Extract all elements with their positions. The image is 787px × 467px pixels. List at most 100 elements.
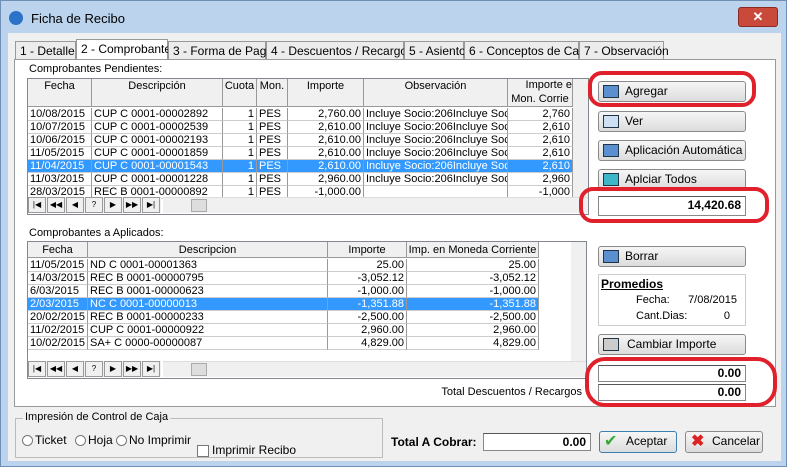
aplicacion-automatica-button[interactable]: Aplicación Automática xyxy=(598,140,746,161)
table-cell: 11/03/2015 xyxy=(28,173,92,186)
radio-no-imprimir[interactable]: No Imprimir xyxy=(116,433,191,447)
pendientes-grid[interactable]: Fecha Descripción Cuota Mon. Importe Observac… xyxy=(27,78,589,215)
first-record-button[interactable]: |◀ xyxy=(28,197,46,213)
column-header[interactable]: Importe xyxy=(288,79,364,107)
table-cell: 25.00 xyxy=(328,259,407,272)
promedios-box: Promedios Fecha: 7/08/2015 Cant.Dias: 0 xyxy=(598,274,746,326)
aplicados-grid[interactable]: Fecha Descripcion Importe Imp. en Moneda Co… xyxy=(27,241,587,379)
table-cell: 4,829.00 xyxy=(407,337,539,350)
column-header[interactable]: Descripción xyxy=(92,79,223,107)
table-cell: PES xyxy=(257,108,288,121)
total-descuentos-field: 0.00 xyxy=(598,384,746,401)
highlight-ring xyxy=(579,187,769,223)
table-cell: PES xyxy=(257,134,288,147)
aplicar-todos-button[interactable]: Aplciar Todos xyxy=(598,169,746,190)
radio-no-imprimir-label: No Imprimir xyxy=(129,433,191,447)
column-header[interactable]: Mon. Corrie xyxy=(508,93,573,107)
table-cell: CUP C 0001-00002193 xyxy=(92,134,223,147)
prev-record-button[interactable]: ◀ xyxy=(66,361,84,377)
table-cell: 4,829.00 xyxy=(328,337,407,350)
scrollbar-thumb[interactable] xyxy=(191,363,207,376)
prev-record-button[interactable]: ◀ xyxy=(66,197,84,213)
table-cell: 1 xyxy=(223,173,257,186)
table-cell: PES xyxy=(257,147,288,160)
ver-button[interactable]: Ver xyxy=(598,111,746,132)
table-cell: PES xyxy=(257,173,288,186)
column-header[interactable]: Importe xyxy=(328,242,407,258)
column-header[interactable]: Observación xyxy=(364,79,508,107)
fecha-value: 7/08/2015 xyxy=(688,294,737,306)
tab-6[interactable]: 6 - Conceptos de Caja xyxy=(464,41,588,60)
prev-page-record-button[interactable]: ◀◀ xyxy=(47,361,65,377)
monitor-icon xyxy=(603,338,619,351)
close-button[interactable]: ✕ xyxy=(738,7,778,27)
column-header[interactable]: Imp. en Moneda Corriente xyxy=(407,242,539,258)
aplicar-todos-label: Aplciar Todos xyxy=(625,172,697,186)
column-header[interactable]: Fecha xyxy=(28,79,92,107)
tab-7[interactable]: 7 - Observación xyxy=(579,41,669,60)
pendientes-label: Comprobantes Pendientes: xyxy=(29,63,163,75)
info-record-button[interactable]: ? xyxy=(85,197,103,213)
vertical-scrollbar[interactable] xyxy=(571,242,586,361)
radio-hoja[interactable]: Hoja xyxy=(75,433,113,447)
total-cobrar-label: Total A Cobrar: xyxy=(391,435,477,449)
first-record-button[interactable]: |◀ xyxy=(28,361,46,377)
aceptar-button[interactable]: ✔ Aceptar xyxy=(599,431,677,453)
table-cell: 11/02/2015 xyxy=(28,324,88,337)
tab-4[interactable]: 4 - Descuentos / Recargos xyxy=(266,41,413,60)
imprimir-recibo-checkbox[interactable]: Imprimir Recibo xyxy=(197,443,296,457)
total-cobrar-field[interactable]: 0.00 xyxy=(483,433,591,451)
table-cell: -3,052.12 xyxy=(407,272,539,285)
impresion-label: Impresión de Control de Caja xyxy=(23,411,171,423)
table-cell: 2,610 xyxy=(508,121,573,134)
impresion-group xyxy=(15,418,383,458)
horizontal-scrollbar[interactable] xyxy=(163,361,586,377)
table-cell: 2,760 xyxy=(508,108,573,121)
table-cell: 2,610.00 xyxy=(288,160,364,173)
column-header[interactable]: Cuota xyxy=(223,79,257,107)
table-cell: 2/03/2015 xyxy=(28,298,88,311)
next-page-record-button[interactable]: ▶▶ xyxy=(123,197,141,213)
next-page-record-button[interactable]: ▶▶ xyxy=(123,361,141,377)
radio-ticket[interactable]: Ticket xyxy=(22,433,67,447)
tab-2[interactable]: 2 - Comprobantes xyxy=(76,39,177,60)
aplicacion-label: Aplicación Automática xyxy=(625,143,743,157)
table-cell: -1,351.88 xyxy=(407,298,539,311)
table-cell: 2,610 xyxy=(508,160,573,173)
column-header[interactable]: Fecha xyxy=(28,242,88,258)
table-cell: -1,351.88 xyxy=(328,298,407,311)
tab-1[interactable]: 1 - Detalle xyxy=(15,41,76,60)
last-record-button[interactable]: ▶| xyxy=(142,197,160,213)
table-cell: -3,052.12 xyxy=(328,272,407,285)
aplicados-label: Comprobantes a Aplicados: xyxy=(29,227,164,239)
column-header[interactable]: Mon. xyxy=(257,79,288,107)
tab-3[interactable]: 3 - Forma de Pago xyxy=(168,41,273,60)
table-cell: NC C 0001-00000013 xyxy=(88,298,328,311)
table-cell: 10/07/2015 xyxy=(28,121,92,134)
tab-5[interactable]: 5 - Asiento xyxy=(404,41,466,60)
borrar-button[interactable]: Borrar xyxy=(598,246,746,267)
scrollbar-thumb[interactable] xyxy=(191,199,207,212)
radio-hoja-label: Hoja xyxy=(88,433,113,447)
cambiar-importe-button[interactable]: Cambiar Importe xyxy=(598,334,746,355)
radio-circle xyxy=(116,435,127,447)
info-record-button[interactable]: ? xyxy=(85,361,103,377)
table-cell: CUP C 0001-00002892 xyxy=(92,108,223,121)
next-record-button[interactable]: ▶ xyxy=(104,197,122,213)
table-cell: PES xyxy=(257,160,288,173)
prev-page-record-button[interactable]: ◀◀ xyxy=(47,197,65,213)
next-record-button[interactable]: ▶ xyxy=(104,361,122,377)
agregar-button[interactable]: Agregar xyxy=(598,81,746,102)
horizontal-scrollbar[interactable] xyxy=(163,197,588,213)
highlight-ring xyxy=(588,71,756,107)
table-cell: 2,960.00 xyxy=(328,324,407,337)
table-cell: 2,610.00 xyxy=(288,134,364,147)
column-header[interactable]: Descripcion xyxy=(88,242,328,258)
table-cell: -2,500.00 xyxy=(407,311,539,324)
cancelar-button[interactable]: ✖ Cancelar xyxy=(685,431,763,453)
vertical-scrollbar[interactable] xyxy=(573,79,588,197)
imprimir-recibo-label: Imprimir Recibo xyxy=(212,443,297,457)
table-cell: Incluye Socio:206Incluye Soc xyxy=(364,121,508,134)
last-record-button[interactable]: ▶| xyxy=(142,361,160,377)
